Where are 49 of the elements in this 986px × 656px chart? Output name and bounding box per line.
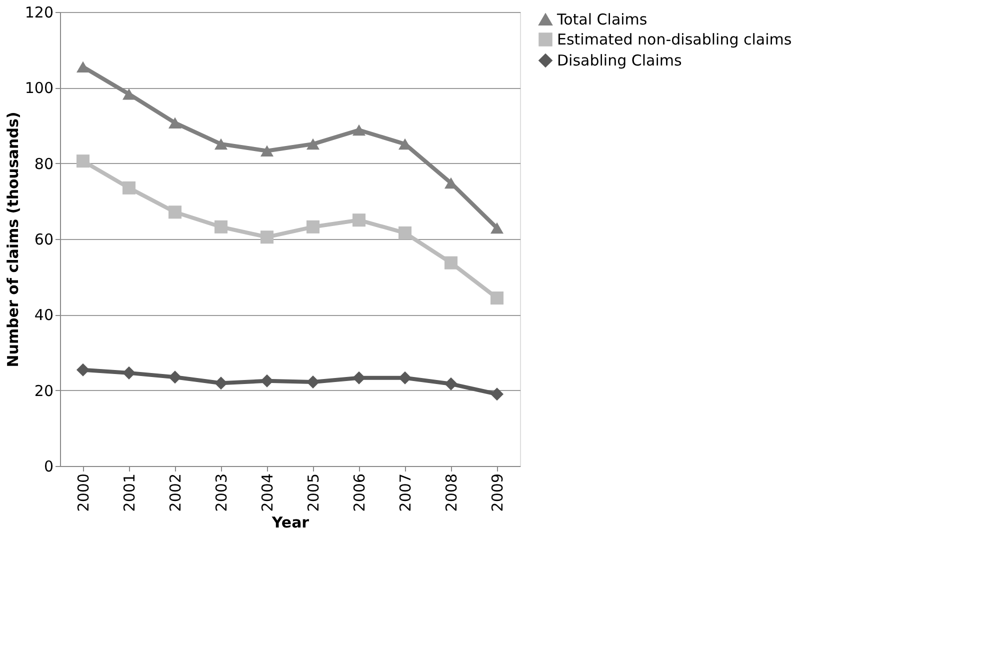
point [490,222,504,234]
y-tick-label: 0 [44,458,54,476]
x-tick-label: 2004 [258,474,276,512]
point [352,371,366,384]
point [352,214,366,227]
point [490,292,504,305]
y-tick-label: 100 [24,79,54,98]
point [214,138,228,150]
point [214,220,228,234]
point [306,138,320,150]
x-tick-label: 2006 [350,474,368,512]
x-axis-title: Year [270,514,310,532]
point [214,376,228,390]
legend-label: Estimated non-disabling claims [557,30,792,48]
point [260,230,274,244]
point [490,388,504,401]
legend-label: Total Claims [556,10,648,28]
x-tick-label: 2005 [304,474,322,512]
point [122,88,136,100]
point [398,226,412,240]
point [76,61,90,73]
x-tick-label: 2009 [488,474,506,512]
y-axis-title: Number of claims (thousands) [4,112,22,368]
legend-label: Disabling Claims [557,52,682,70]
x-tick-label: 2000 [74,474,92,512]
point [76,363,90,376]
point [168,370,182,384]
y-tick-label: 20 [34,382,54,400]
y-tick-label: 120 [24,4,54,22]
point [122,181,136,194]
y-tick-label: 80 [34,154,54,173]
point [168,117,182,128]
point [260,145,274,156]
point [444,377,458,390]
x-tick-label: 2007 [396,474,414,512]
y-tick-label: 60 [34,230,54,248]
x-tick-label: 2001 [120,474,138,512]
x-tick-label: 2008 [442,474,460,512]
y-tick-label: 40 [34,306,54,324]
point [76,154,90,168]
point [306,220,320,234]
point [306,375,320,389]
x-tick-label: 2003 [212,474,230,512]
point [444,256,458,270]
point [398,371,412,384]
point [122,366,136,380]
point [352,124,366,136]
point [168,206,182,219]
x-tick-label: 2002 [166,474,184,512]
